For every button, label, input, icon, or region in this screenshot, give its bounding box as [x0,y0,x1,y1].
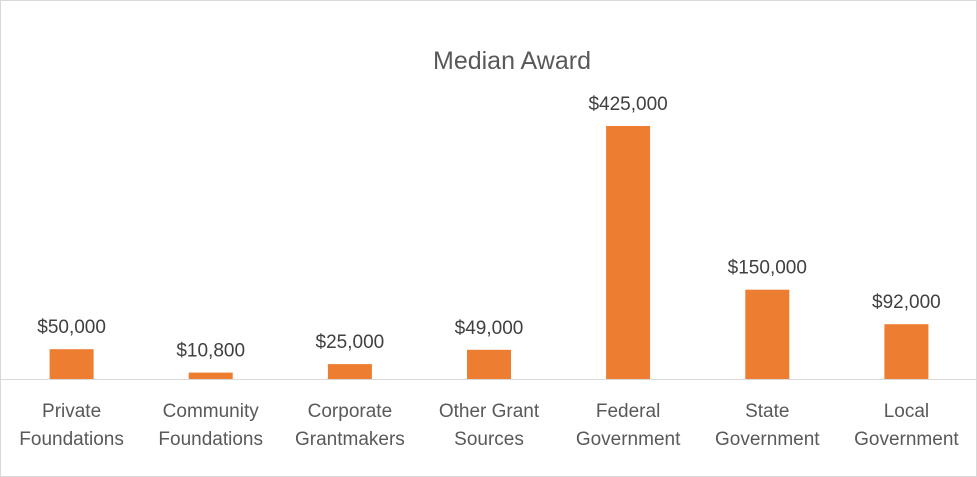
bar-5 [745,289,790,379]
data-label-5: $150,000 [728,258,807,279]
category-label-line: Sources [454,429,524,450]
category-label-3: Other Grant Sources [439,401,540,450]
category-label-line: Foundations [19,429,124,450]
bar-3 [467,349,511,379]
category-label-line: Government [715,429,820,450]
data-label-6: $92,000 [872,292,941,313]
bar-0 [49,349,94,379]
category-label-line: Grantmakers [295,429,405,450]
category-label-2: Corporate Grantmakers [295,401,405,450]
data-label-2: $25,000 [316,332,385,353]
data-labels-group: $50,000 $10,800 $25,000 $49,000 $425,000 $150… [37,94,940,362]
bar-1 [188,372,233,379]
bar-2 [327,364,372,379]
category-label-4: Federal Government [576,401,681,450]
category-label-line: Other Grant [439,401,540,422]
data-label-4: $425,000 [588,94,667,115]
category-label-5: State Government [715,401,820,450]
category-label-line: State [745,401,789,422]
category-label-line: Local [884,401,929,422]
category-label-line: Federal [596,401,660,422]
category-label-line: Corporate [308,401,393,422]
category-label-6: Local Government [854,401,959,450]
bars-group [49,126,929,379]
category-label-0: Private Foundations [19,401,124,450]
category-label-line: Foundations [158,429,263,450]
chart-title: Median Award [433,47,591,75]
category-label-1: Community Foundations [158,401,263,450]
bar-6 [884,324,929,379]
bar-4 [606,126,651,379]
data-label-0: $50,000 [37,317,106,338]
data-label-1: $10,800 [176,341,245,362]
data-label-3: $49,000 [455,318,524,339]
category-label-line: Government [854,429,959,450]
category-label-line: Private [42,401,101,422]
category-label-line: Community [163,401,260,422]
category-label-line: Government [576,429,681,450]
